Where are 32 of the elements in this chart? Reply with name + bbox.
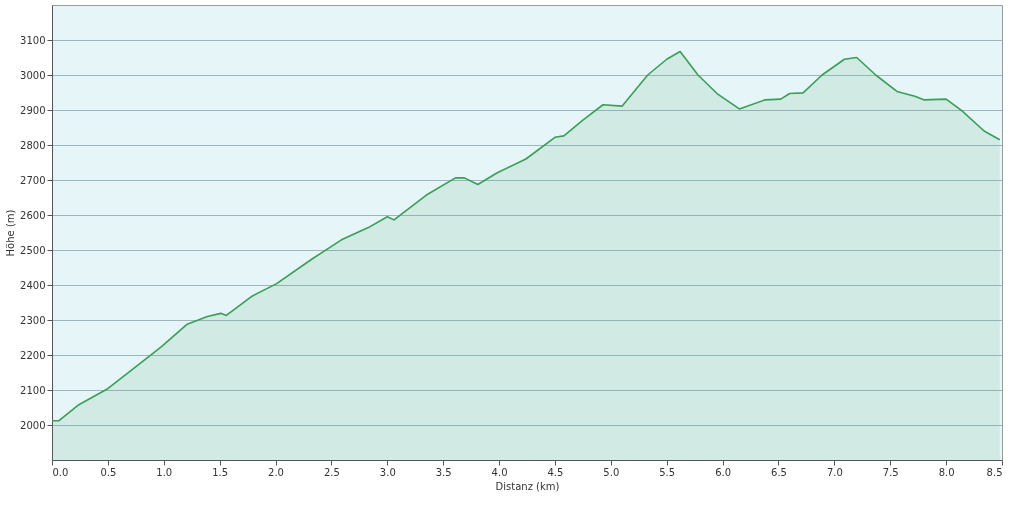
x-tick-label: 7.0: [826, 466, 843, 478]
x-tick-label: 5.5: [659, 466, 676, 478]
x-tick-label: 6.0: [715, 466, 732, 478]
y-tick-label: 2500: [20, 244, 46, 256]
y-tick-label: 3100: [20, 34, 46, 46]
y-tick-label: 2600: [20, 209, 46, 221]
x-axis-title: Distanz (km): [495, 480, 560, 492]
y-tick-label: 2700: [20, 174, 46, 186]
y-tick-label: 2400: [20, 279, 46, 291]
x-tick-label: 8.5: [986, 466, 1003, 478]
y-tick-label: 3000: [20, 69, 46, 81]
x-tick-label: 0.5: [100, 466, 117, 478]
x-tick-label: 4.0: [491, 466, 508, 478]
x-tick-label: 1.0: [156, 466, 173, 478]
x-tick-label: 5.0: [603, 466, 620, 478]
x-tick-label: 1.5: [212, 466, 229, 478]
y-tick-label: 2000: [20, 419, 46, 431]
y-tick-label: 2900: [20, 104, 46, 116]
y-axis-title: Höhe (m): [5, 209, 17, 257]
x-tick-label: 6.5: [771, 466, 787, 478]
x-tick-label: 0.0: [52, 466, 69, 478]
y-tick-label: 2100: [20, 384, 46, 396]
x-tick-label: 2.5: [323, 466, 340, 478]
x-tick-label: 8.0: [938, 466, 955, 478]
y-tick-label: 2200: [20, 349, 46, 361]
x-tick-label: 7.5: [882, 466, 899, 478]
x-tick-label: 2.0: [268, 466, 284, 478]
x-tick-label: 3.0: [379, 466, 396, 478]
y-tick-label: 2300: [20, 314, 46, 326]
x-tick-label: 3.5: [435, 466, 452, 478]
x-tick-label: 4.5: [547, 466, 564, 478]
y-tick-label: 2800: [20, 139, 46, 151]
